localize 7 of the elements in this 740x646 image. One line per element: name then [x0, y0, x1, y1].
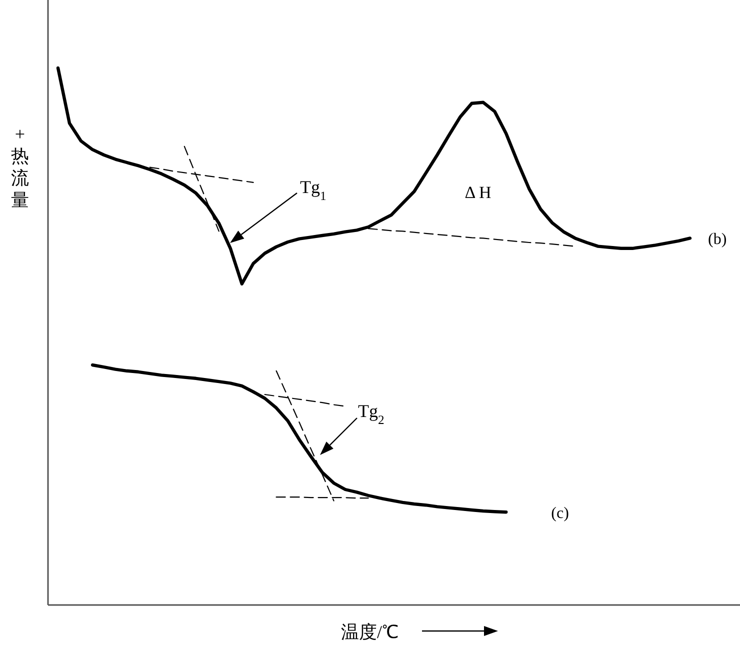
annotation: Tg$_{2}$: [358, 401, 384, 427]
y-axis-title: +热流量: [11, 124, 29, 210]
text: (c): [551, 505, 569, 522]
annotation: Tg$_{1}$: [300, 177, 326, 203]
annotation: Δ H: [464, 183, 492, 202]
series-label: (b): [708, 231, 727, 248]
x-axis-title: 温度/℃: [340, 622, 400, 642]
